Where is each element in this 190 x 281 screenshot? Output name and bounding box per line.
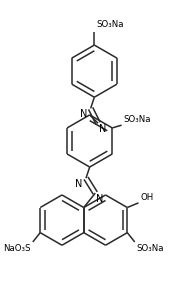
Text: N: N — [80, 109, 87, 119]
Text: NaO₃S: NaO₃S — [3, 244, 31, 253]
Text: N: N — [96, 194, 104, 204]
Text: N: N — [99, 124, 106, 134]
Text: OH: OH — [140, 193, 154, 202]
Text: SO₃Na: SO₃Na — [137, 244, 164, 253]
Text: SO₃Na: SO₃Na — [96, 20, 124, 29]
Text: N: N — [75, 179, 82, 189]
Text: SO₃Na: SO₃Na — [124, 115, 151, 124]
